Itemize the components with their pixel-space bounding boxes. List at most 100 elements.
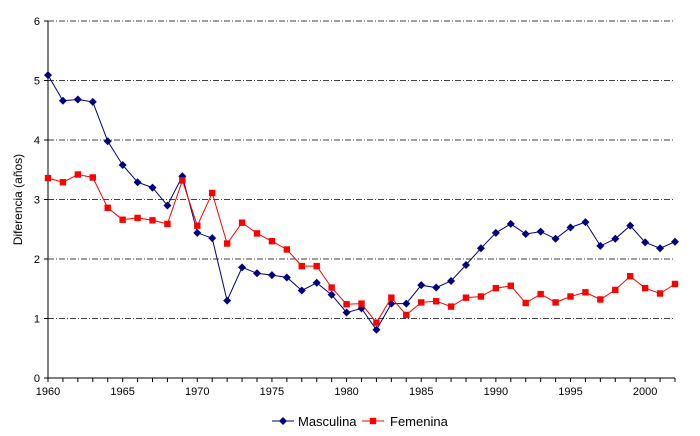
data-point xyxy=(253,269,261,278)
data-point xyxy=(267,271,276,280)
data-point xyxy=(447,303,455,310)
data-point xyxy=(223,296,232,305)
y-tick-label: 5 xyxy=(34,76,40,88)
data-point xyxy=(238,263,247,272)
data-point xyxy=(626,221,635,230)
gridlines xyxy=(48,20,675,319)
data-point xyxy=(133,178,142,187)
data-point xyxy=(566,223,575,232)
legend-marker xyxy=(369,417,377,425)
data-point xyxy=(358,300,365,307)
x-tick-label: 1960 xyxy=(36,386,60,398)
data-point xyxy=(73,95,82,104)
y-tick-label: 0 xyxy=(34,373,40,385)
x-tick-label: 1980 xyxy=(334,386,358,398)
data-point xyxy=(641,284,649,292)
data-point xyxy=(596,241,605,250)
data-point xyxy=(283,246,291,253)
data-point xyxy=(313,262,320,270)
data-point xyxy=(417,281,426,290)
data-point xyxy=(298,262,305,270)
data-point xyxy=(253,230,261,237)
x-tick-label: 1985 xyxy=(409,386,433,398)
data-point xyxy=(343,301,350,308)
data-point xyxy=(312,278,321,287)
x-tick-label: 1990 xyxy=(484,386,508,398)
x-tick-label: 2000 xyxy=(633,386,657,398)
data-point xyxy=(432,283,441,292)
data-point xyxy=(597,296,604,303)
data-point xyxy=(163,201,172,210)
series-femenina xyxy=(44,171,679,326)
data-point xyxy=(118,160,127,169)
data-point xyxy=(506,219,515,228)
data-point xyxy=(641,238,650,247)
data-point xyxy=(477,293,485,300)
series-group xyxy=(44,71,679,334)
y-tick-label: 3 xyxy=(34,195,40,207)
data-point xyxy=(521,230,530,239)
data-point xyxy=(268,237,276,245)
data-point xyxy=(612,286,619,294)
x-tick-label: 1975 xyxy=(260,386,284,398)
y-tick-label: 6 xyxy=(34,16,40,28)
data-point xyxy=(282,273,291,282)
data-point xyxy=(88,97,97,106)
data-point xyxy=(537,290,544,298)
data-point xyxy=(492,284,500,292)
data-point xyxy=(491,228,500,237)
data-point xyxy=(148,183,157,192)
legend-marker xyxy=(279,417,287,425)
data-point xyxy=(536,227,545,236)
data-point xyxy=(432,298,440,305)
data-point xyxy=(418,299,425,306)
data-point xyxy=(89,174,96,181)
x-tick-label: 1970 xyxy=(185,386,209,398)
data-point xyxy=(74,171,82,178)
data-point xyxy=(581,218,590,227)
series-line xyxy=(47,74,676,331)
data-point xyxy=(297,286,306,295)
data-point xyxy=(671,237,679,246)
data-point xyxy=(403,311,410,319)
y-tick-label: 1 xyxy=(34,314,40,326)
data-point xyxy=(372,325,381,334)
data-point xyxy=(507,282,514,289)
data-point xyxy=(342,308,351,317)
data-point xyxy=(611,234,620,243)
data-point xyxy=(402,299,411,308)
data-point xyxy=(388,294,395,301)
data-point xyxy=(149,217,156,224)
data-point xyxy=(327,290,336,299)
data-point xyxy=(209,189,216,197)
data-point xyxy=(58,96,67,105)
data-point xyxy=(238,219,246,226)
legend-label: Femenina xyxy=(390,414,449,429)
data-point xyxy=(522,299,529,307)
data-point xyxy=(194,222,201,229)
data-point xyxy=(447,277,456,286)
data-point xyxy=(179,177,186,184)
y-axis-title: Diferencia (años) xyxy=(11,154,25,245)
data-point xyxy=(164,220,171,228)
data-point xyxy=(656,244,665,253)
data-point xyxy=(656,290,664,297)
data-point xyxy=(134,214,141,222)
x-tick-label: 1965 xyxy=(110,386,134,398)
data-point xyxy=(103,137,112,146)
y-tick-label: 4 xyxy=(34,135,40,147)
legend-label: Masculina xyxy=(298,414,357,429)
legend-item-femenina: Femenina xyxy=(362,414,449,429)
data-point xyxy=(582,289,589,296)
data-point xyxy=(462,294,470,301)
data-point xyxy=(104,204,111,212)
data-point xyxy=(59,179,67,186)
data-point xyxy=(462,260,470,269)
data-point xyxy=(44,71,52,80)
data-point xyxy=(119,216,126,223)
data-point xyxy=(193,228,202,237)
data-point xyxy=(567,293,574,300)
data-point xyxy=(671,280,679,288)
